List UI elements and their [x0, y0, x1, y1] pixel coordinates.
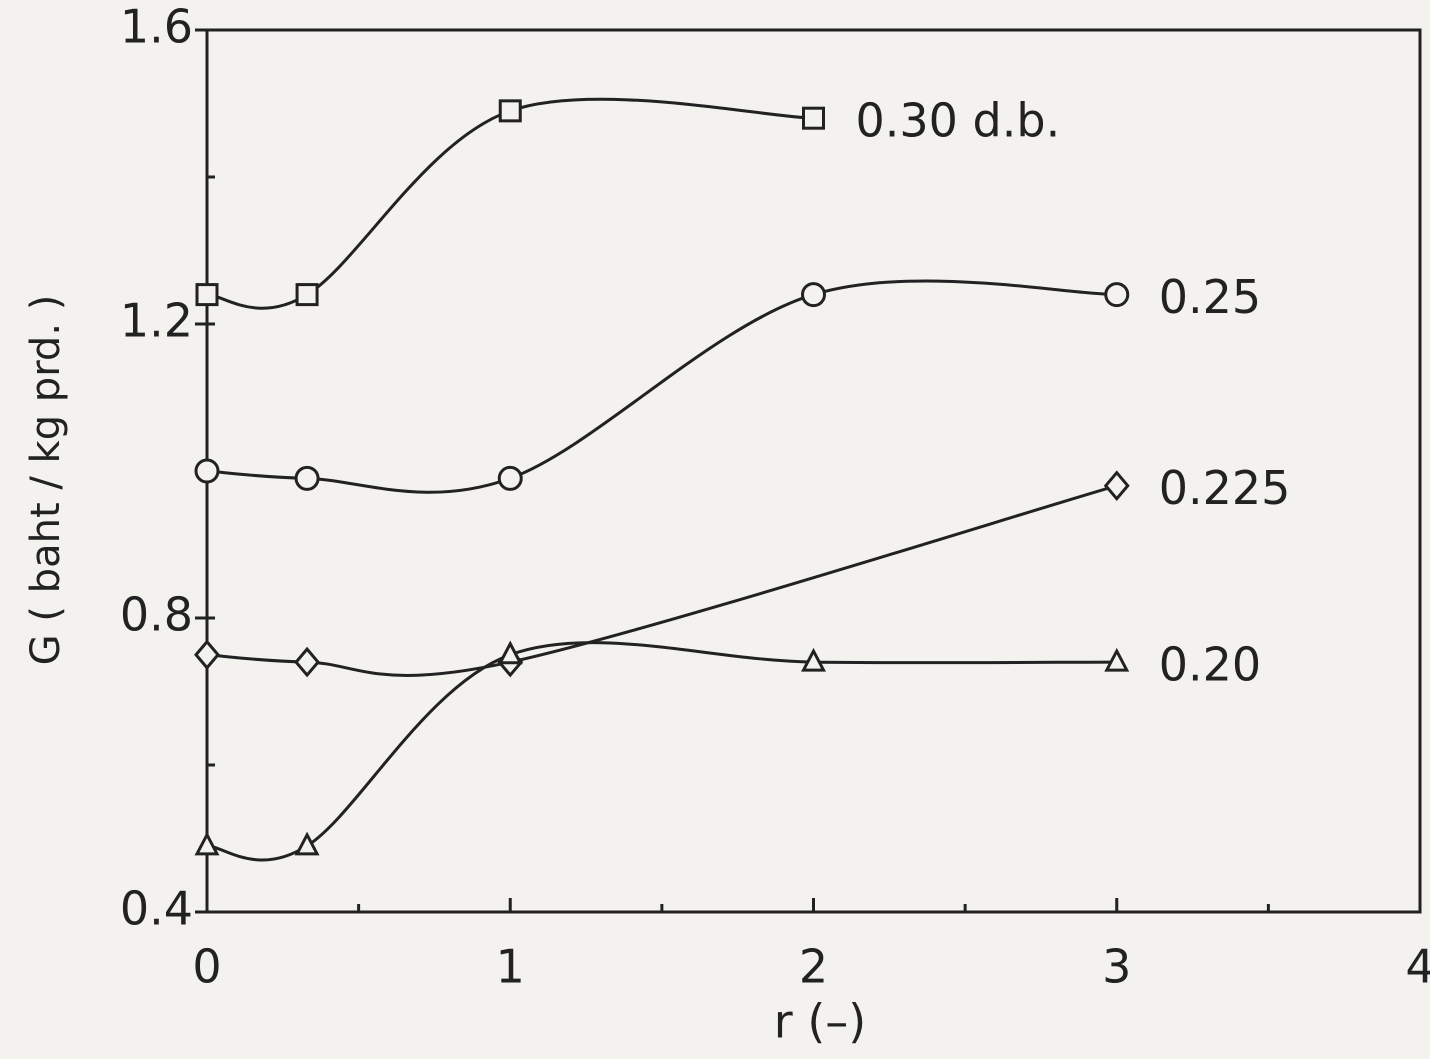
series-label: 0.225	[1159, 461, 1291, 515]
marker	[498, 99, 522, 123]
marker	[295, 283, 319, 307]
marker	[1104, 647, 1130, 672]
x-tick-label: 1	[496, 940, 525, 994]
x-tick-label: 4	[1405, 940, 1430, 994]
y-tick-label: 1.6	[120, 0, 193, 54]
marker	[294, 831, 320, 856]
x-tick-label: 2	[799, 940, 828, 994]
marker	[194, 831, 220, 856]
marker	[802, 106, 825, 130]
y-axis-label: G ( baht / kg prd. )	[23, 295, 69, 666]
series-label: 0.30 d.b.	[856, 94, 1061, 148]
marker	[497, 465, 523, 491]
x-tick-label: 0	[192, 940, 221, 994]
series-label: 0.20	[1159, 638, 1261, 692]
marker	[497, 640, 523, 665]
x-axis-label: r (–)	[774, 995, 866, 1049]
marker	[1103, 470, 1130, 502]
series-line	[206, 97, 814, 310]
marker	[801, 282, 826, 308]
marker	[801, 647, 826, 672]
marker	[194, 639, 220, 671]
y-tick-label: 1.2	[120, 294, 193, 348]
marker	[294, 465, 320, 491]
marker	[294, 646, 321, 678]
series-label: 0.25	[1159, 270, 1261, 324]
y-tick-label: 0.8	[120, 588, 193, 642]
x-tick-label: 3	[1102, 940, 1131, 994]
marker	[1104, 282, 1130, 308]
marker	[195, 283, 219, 307]
y-tick-label: 0.4	[120, 882, 193, 936]
marker	[194, 458, 220, 484]
